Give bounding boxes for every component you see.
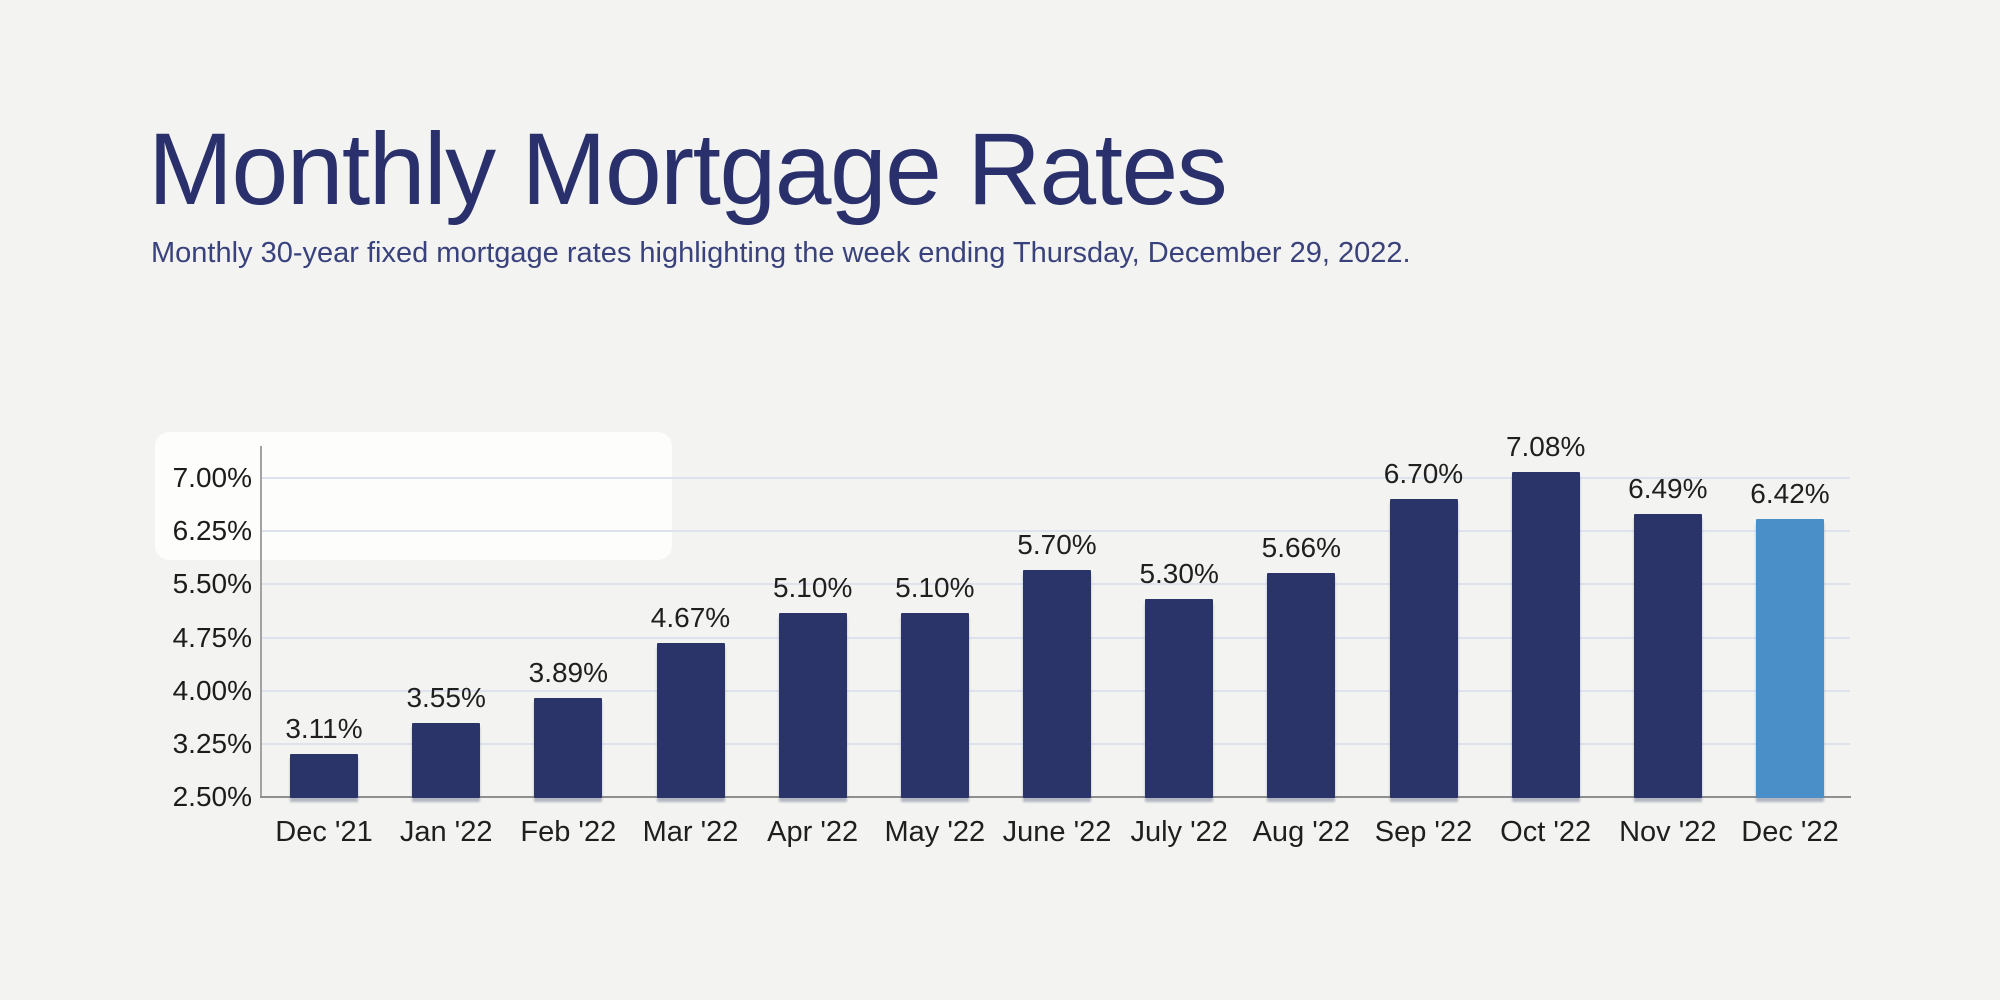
y-tick-label-2-50: 2.50%	[172, 781, 252, 812]
value-label-aug-22: 5.66%	[1261, 531, 1342, 563]
bar-july-22	[1145, 598, 1214, 798]
bar-sep-22	[1389, 499, 1458, 798]
x-tick-label-apr-22: Apr '22	[767, 816, 859, 848]
value-label-june-22: 5.70%	[1017, 529, 1097, 561]
value-label-dec-21: 3.11%	[285, 712, 363, 744]
bar-may-22	[900, 612, 969, 798]
x-tick-label-dec-22: Dec '22	[1741, 816, 1839, 848]
chart-backdrop-card	[155, 432, 672, 560]
bar-oct-22	[1511, 472, 1580, 798]
x-tick-label-july-22: July '22	[1130, 816, 1228, 848]
value-label-feb-22: 3.89%	[528, 657, 609, 689]
y-tick-label-4-00: 4.00%	[172, 674, 252, 706]
value-label-july-22: 5.30%	[1139, 557, 1219, 589]
y-axis-line	[260, 446, 262, 798]
value-label-dec-22: 6.42%	[1750, 478, 1830, 510]
bar-feb-22	[534, 698, 603, 798]
bar-aug-22	[1267, 572, 1336, 798]
value-label-apr-22: 5.10%	[772, 571, 853, 603]
value-label-nov-22: 6.49%	[1628, 473, 1708, 505]
value-label-mar-22: 4.67%	[650, 602, 731, 634]
x-tick-label-jan-22: Jan '22	[399, 816, 493, 848]
y-tick-label-7-00: 7.00%	[172, 462, 252, 493]
gridline-6-25	[262, 530, 1850, 533]
value-label-oct-22: 7.08%	[1505, 431, 1586, 463]
y-tick-label-5-50: 5.50%	[172, 568, 252, 600]
gridline-7-00	[262, 477, 1850, 479]
x-tick-label-aug-22: Aug '22	[1252, 816, 1351, 848]
x-tick-label-sep-22: Sep '22	[1374, 816, 1473, 848]
value-label-may-22: 5.10%	[895, 571, 975, 603]
x-tick-label-mar-22: Mar '22	[642, 816, 739, 848]
x-tick-label-nov-22: Nov '22	[1619, 816, 1717, 848]
bar-mar-22	[656, 643, 725, 798]
value-label-sep-22: 6.70%	[1383, 458, 1464, 490]
value-label-jan-22: 3.55%	[406, 681, 486, 713]
bar-apr-22	[778, 612, 847, 798]
page-subtitle: Monthly 30-year fixed mortgage rates hig…	[151, 237, 1411, 269]
x-tick-label-oct-22: Oct '22	[1500, 816, 1592, 848]
bar-nov-22	[1633, 514, 1702, 798]
x-tick-label-dec-21: Dec '21	[275, 816, 373, 848]
bar-jan-22	[412, 722, 481, 798]
x-tick-label-feb-22: Feb '22	[520, 816, 617, 848]
x-tick-label-june-22: June '22	[1002, 816, 1112, 848]
bar-dec-22	[1756, 519, 1824, 798]
y-tick-label-6-25: 6.25%	[172, 515, 252, 547]
bar-june-22	[1023, 570, 1091, 798]
y-tick-label-3-25: 3.25%	[172, 727, 252, 759]
y-tick-label-4-75: 4.75%	[172, 621, 252, 653]
bar-dec-21	[290, 753, 358, 798]
x-tick-label-may-22: May '22	[884, 816, 986, 848]
page-title: Monthly Mortgage Rates	[148, 112, 1228, 226]
